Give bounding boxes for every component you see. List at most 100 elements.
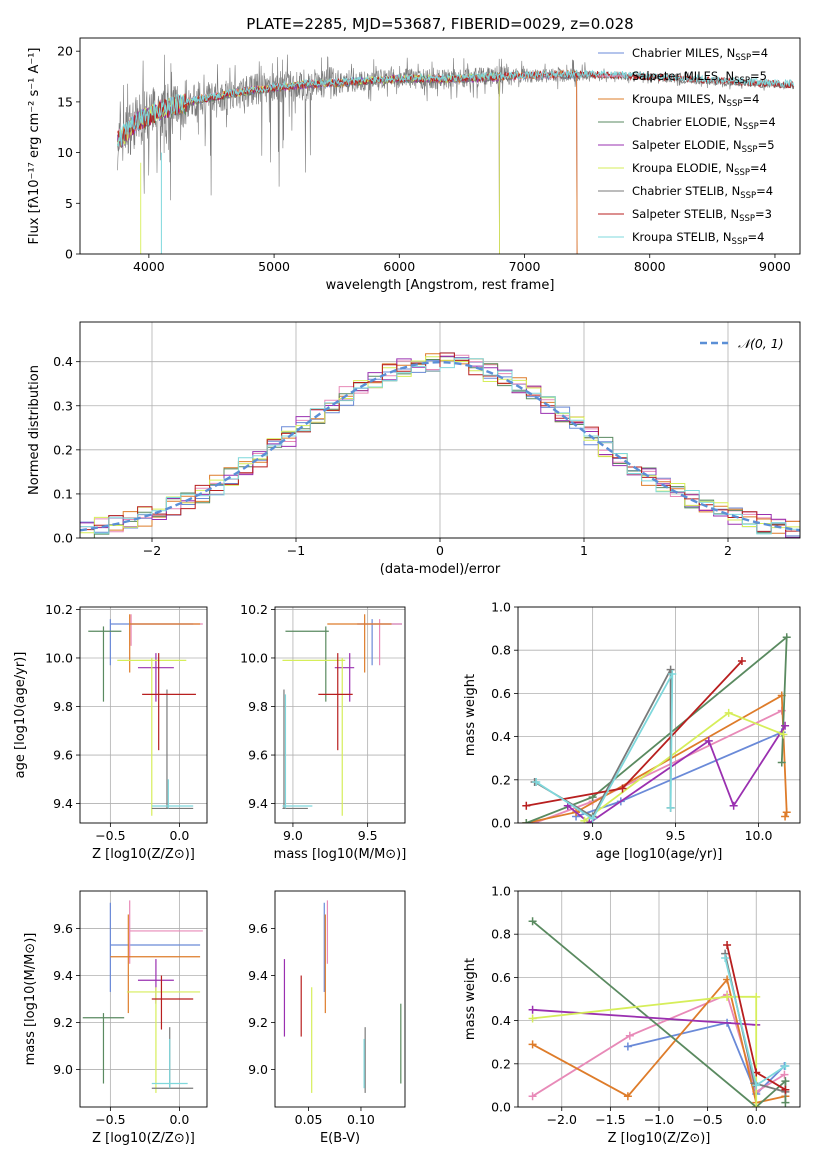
x-tick-label: −2	[143, 543, 161, 558]
weight-marker	[724, 708, 733, 717]
residuals-panel: −2 −1 0 1 2 0.0 0.1 0.2 0.3 0.4 (data-model)/error…	[27, 321, 801, 577]
y-tick-label: 15	[57, 94, 73, 109]
weight-marker	[522, 801, 531, 810]
y-tick-label: 9.6	[248, 921, 268, 936]
weight-line	[525, 635, 788, 823]
weight-marker	[782, 633, 791, 642]
y-tick-label: 20	[57, 44, 73, 59]
x-tick-label: 0.0	[746, 1112, 766, 1127]
x-axis-label: wavelength [Angstrom, rest frame]	[326, 278, 555, 293]
errorbar-group	[282, 614, 403, 816]
y-axis-label: mass weight	[463, 958, 478, 1040]
weight-marker	[737, 657, 746, 665]
weight-marker	[777, 758, 786, 767]
x-tick-label: 8000	[634, 259, 666, 274]
weight-marker	[780, 1070, 789, 1079]
x-tick-label: 9.0	[283, 828, 303, 843]
y-tick-label: 0.0	[491, 816, 511, 831]
legend-label: Salpeter ELODIE, NSSP=5	[632, 138, 775, 155]
weight-marker	[781, 1077, 790, 1086]
weight-marker	[781, 1098, 790, 1107]
age-vs-metallicity-panel: −0.5 0.0 9.4 9.6 9.8 10.0 10.2 Z [log10(Z/Z⊙)] a…	[13, 602, 208, 862]
y-tick-label: 0.4	[491, 1013, 511, 1028]
weight-lines	[522, 633, 791, 823]
weight-marker	[752, 992, 761, 1001]
x-tick-label: 9000	[759, 259, 791, 274]
y-tick-label: 1.0	[491, 884, 511, 899]
y-tick-label: 0.6	[491, 686, 511, 701]
x-tick-label: −0.5	[95, 828, 125, 843]
x-tick-label: 5000	[258, 259, 290, 274]
y-tick-label: 0.0	[491, 1100, 511, 1115]
y-axis-label: age [log10(age/yr)]	[13, 652, 28, 779]
legend-label: Salpeter MILES, NSSP=5	[632, 69, 767, 86]
gaussian-curve	[80, 360, 800, 532]
x-axis-label: Z [log10(Z/Z⊙)]	[92, 847, 195, 862]
weight-marker	[623, 1042, 632, 1051]
weight-line	[532, 1008, 757, 1026]
x-tick-label: 2	[724, 543, 732, 558]
weight-marker	[528, 1005, 537, 1014]
x-tick-label: 6000	[383, 259, 415, 274]
y-tick-label: 9.4	[248, 796, 268, 811]
weight-marker	[781, 1061, 790, 1070]
weight-marker	[781, 1085, 790, 1094]
y-tick-label: 0.8	[491, 927, 511, 942]
errorbar-group	[82, 900, 203, 1093]
axes-frame	[79, 321, 801, 539]
legend-label: Chabrier ELODIE, NSSP=4	[632, 115, 776, 132]
weight-marker	[522, 819, 531, 823]
weight-marker	[666, 665, 675, 674]
figure-title: PLATE=2285, MJD=53687, FIBERID=0029, z=0…	[246, 15, 633, 33]
y-tick-label: 0.2	[491, 1056, 511, 1071]
x-axis-label: Z [log10(Z/Z⊙)]	[92, 1131, 195, 1146]
y-tick-label: 9.2	[53, 1015, 73, 1030]
weight-marker	[528, 1040, 537, 1049]
weight-marker	[782, 808, 791, 817]
errorbar-group	[283, 900, 402, 1093]
mass-vs-metallicity-panel: −0.5 0.0 9.0 9.2 9.4 9.6 Z [log10(Z/Z⊙)] mass […	[23, 890, 208, 1146]
weight-marker	[668, 669, 677, 678]
y-tick-label: 9.0	[248, 1062, 268, 1077]
y-tick-label: 9.0	[53, 1062, 73, 1077]
weight-marker	[723, 941, 732, 949]
x-tick-label: 1	[580, 543, 588, 558]
y-tick-label: 9.8	[248, 699, 268, 714]
mass-vs-ebv-panel: 0.05 0.10 9.0 9.2 9.4 9.6 E(B-V)	[248, 890, 406, 1146]
weight-marker	[666, 803, 675, 812]
y-tick-label: 9.4	[248, 968, 268, 983]
histogram-group	[80, 352, 800, 538]
weight-marker	[528, 1092, 537, 1101]
model-line-salpeter-stelib	[117, 69, 795, 143]
weight-marker	[580, 816, 589, 823]
legend-label: Kroupa ELODIE, NSSP=4	[632, 161, 767, 178]
x-tick-label: 0.05	[295, 1112, 323, 1127]
axes-frame	[79, 37, 801, 255]
x-tick-label: −1.5	[595, 1112, 625, 1127]
y-tick-label: 5	[65, 196, 73, 211]
weight-marker	[779, 730, 788, 739]
y-tick-label: 9.6	[53, 921, 73, 936]
y-tick-label: 0.2	[491, 772, 511, 787]
axes-frame	[517, 606, 801, 824]
legend-label: 𝒩(0, 1)	[738, 336, 784, 351]
y-tick-label: 0.0	[53, 531, 73, 546]
weight-marker	[528, 1014, 537, 1023]
y-tick-label: 0.2	[53, 442, 73, 457]
y-tick-label: 9.4	[53, 796, 73, 811]
x-tick-label: −0.5	[95, 1112, 125, 1127]
y-tick-label: 9.6	[248, 748, 268, 763]
x-axis-label: E(B-V)	[320, 1131, 360, 1146]
weight-marker	[781, 721, 790, 730]
spectrum-panel: 4000 5000 6000 7000 8000 9000 0 5 10 15 20 waveleng…	[27, 37, 801, 293]
x-axis-label: (data-model)/error	[380, 562, 501, 577]
y-tick-label: 1.0	[491, 600, 511, 615]
y-tick-label: 0.3	[53, 398, 73, 413]
x-tick-label: 0.0	[169, 1112, 189, 1127]
x-tick-label: −2.0	[547, 1112, 577, 1127]
y-tick-label: 0	[65, 247, 73, 262]
legend-label: Kroupa STELIB, NSSP=4	[632, 230, 764, 247]
weight-line	[583, 711, 784, 822]
y-axis-label: mass weight	[463, 674, 478, 756]
